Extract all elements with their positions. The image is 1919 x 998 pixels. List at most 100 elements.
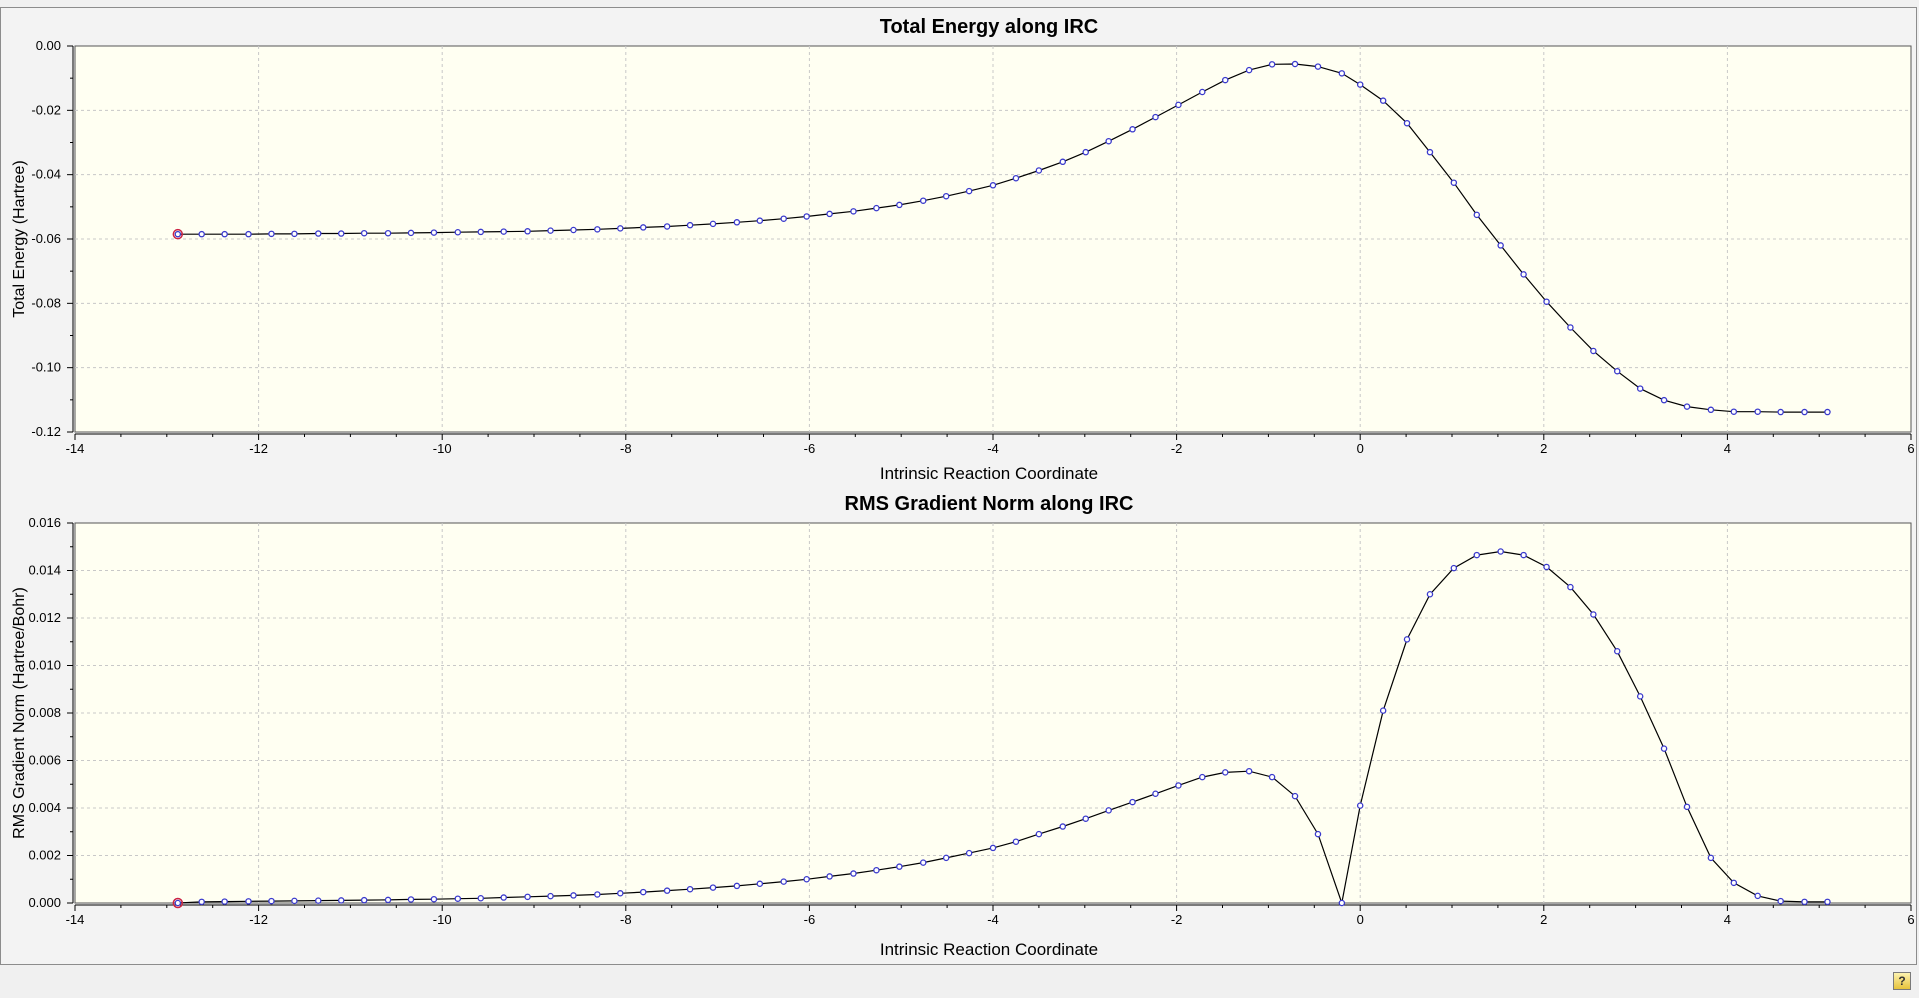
energy-data-point[interactable] (919, 197, 927, 204)
gradient-data-point[interactable] (1426, 591, 1434, 598)
energy-data-point[interactable] (617, 225, 624, 232)
gradient-data-point[interactable] (1590, 611, 1597, 618)
gradient-data-point[interactable] (1199, 773, 1206, 781)
gradient-data-point[interactable] (1497, 548, 1504, 555)
gradient-data-point[interactable] (1567, 583, 1574, 591)
energy-data-point[interactable] (1222, 76, 1229, 84)
gradient-data-point[interactable] (268, 897, 275, 905)
energy-data-point[interactable] (315, 230, 322, 237)
gradient-data-point[interactable] (1707, 854, 1715, 862)
gradient-data-point[interactable] (780, 878, 787, 885)
gradient-data-point[interactable] (1129, 798, 1136, 806)
energy-data-point[interactable] (291, 230, 298, 238)
gradient-data-point[interactable] (1801, 898, 1808, 906)
energy-data-point[interactable] (826, 210, 833, 218)
energy-data-point[interactable] (594, 226, 601, 233)
gradient-data-point[interactable] (384, 896, 392, 904)
help-icon[interactable]: ? (1893, 972, 1911, 990)
energy-data-point[interactable] (850, 208, 857, 215)
energy-data-point[interactable] (780, 215, 787, 222)
energy-data-point[interactable] (1129, 126, 1136, 133)
gradient-data-point[interactable] (1012, 838, 1020, 845)
energy-data-point[interactable] (1082, 148, 1089, 156)
gradient-data-point[interactable] (1777, 897, 1784, 905)
gradient-data-point[interactable] (1824, 898, 1831, 906)
energy-data-point[interactable] (430, 229, 438, 236)
gradient-data-point[interactable] (989, 844, 997, 852)
gradient-data-point[interactable] (1314, 830, 1322, 838)
energy-data-point[interactable] (547, 227, 554, 234)
gradient-data-point[interactable] (477, 895, 485, 902)
gradient-data-point[interactable] (896, 863, 903, 870)
gradient-data-point[interactable] (873, 866, 880, 874)
gradient-data-point[interactable] (639, 888, 647, 896)
energy-data-point[interactable] (477, 228, 485, 236)
energy-data-point[interactable] (989, 182, 997, 189)
energy-data-point[interactable] (221, 230, 228, 238)
gradient-data-point[interactable] (1473, 551, 1481, 559)
gradient-data-point[interactable] (594, 891, 601, 898)
energy-data-point[interactable] (245, 230, 252, 238)
gradient-data-point[interactable] (1268, 773, 1276, 781)
gradient-data-point[interactable] (663, 887, 671, 894)
energy-data-point[interactable] (1567, 324, 1574, 331)
energy-data-point[interactable] (174, 230, 182, 238)
energy-data-point[interactable] (873, 204, 880, 212)
energy-data-point[interactable] (1754, 408, 1761, 415)
energy-data-point[interactable] (1801, 408, 1808, 416)
energy-data-point[interactable] (384, 229, 392, 237)
gradient-data-point[interactable] (1338, 899, 1346, 907)
energy-data-point[interactable] (756, 217, 764, 224)
gradient-data-point[interactable] (1059, 823, 1067, 830)
gradient-data-point[interactable] (407, 896, 415, 903)
gradient-data-point[interactable] (1175, 782, 1182, 789)
energy-data-point[interactable] (639, 224, 647, 231)
gradient-data-point[interactable] (1403, 636, 1411, 643)
gradient-data-point[interactable] (1379, 707, 1387, 714)
energy-data-point[interactable] (1590, 347, 1597, 355)
gradient-data-point[interactable] (245, 898, 252, 905)
energy-data-point[interactable] (1613, 367, 1621, 375)
gradient-data-point[interactable] (1082, 815, 1089, 822)
gradient-highlight-point[interactable] (172, 897, 184, 909)
energy-data-point[interactable] (1314, 63, 1322, 70)
gradient-data-point[interactable] (919, 859, 927, 866)
gradient-data-point[interactable] (1730, 879, 1738, 887)
energy-data-point[interactable] (500, 228, 507, 235)
energy-data-point[interactable] (1338, 70, 1346, 77)
energy-data-point[interactable] (1035, 167, 1043, 174)
energy-data-point[interactable] (1356, 81, 1364, 88)
gradient-data-point[interactable] (1450, 564, 1458, 572)
gradient-data-point[interactable] (1613, 648, 1621, 655)
energy-data-point[interactable] (1199, 88, 1206, 96)
energy-data-point[interactable] (337, 230, 345, 237)
gradient-data-point[interactable] (315, 897, 322, 904)
gradient-data-point[interactable] (221, 898, 228, 905)
energy-data-point[interactable] (1497, 242, 1504, 249)
gradient-data-point[interactable] (617, 890, 624, 897)
energy-data-point[interactable] (1543, 298, 1550, 305)
energy-data-point[interactable] (942, 192, 950, 200)
gradient-data-point[interactable] (1543, 563, 1550, 571)
gradient-data-point[interactable] (850, 870, 857, 877)
energy-data-point[interactable] (407, 229, 415, 237)
gradient-data-point[interactable] (1245, 767, 1253, 775)
gradient-data-point[interactable] (337, 897, 345, 904)
gradient-data-point[interactable] (733, 882, 741, 890)
gradient-data-point[interactable] (454, 895, 462, 902)
energy-data-point[interactable] (1012, 174, 1020, 182)
gradient-data-point[interactable] (803, 876, 810, 883)
gradient-data-point[interactable] (756, 880, 764, 888)
gradient-data-point[interactable] (1105, 807, 1112, 814)
energy-data-point[interactable] (1268, 61, 1276, 68)
energy-data-point[interactable] (709, 220, 717, 228)
energy-data-point[interactable] (268, 230, 275, 238)
energy-data-point[interactable] (1291, 60, 1299, 68)
energy-data-point[interactable] (1379, 97, 1387, 104)
energy-data-point[interactable] (524, 228, 531, 235)
energy-data-point[interactable] (454, 228, 462, 236)
energy-data-point[interactable] (733, 219, 741, 226)
gradient-data-point[interactable] (430, 895, 438, 903)
energy-data-point[interactable] (1175, 101, 1182, 109)
gradient-data-point[interactable] (1356, 802, 1364, 809)
